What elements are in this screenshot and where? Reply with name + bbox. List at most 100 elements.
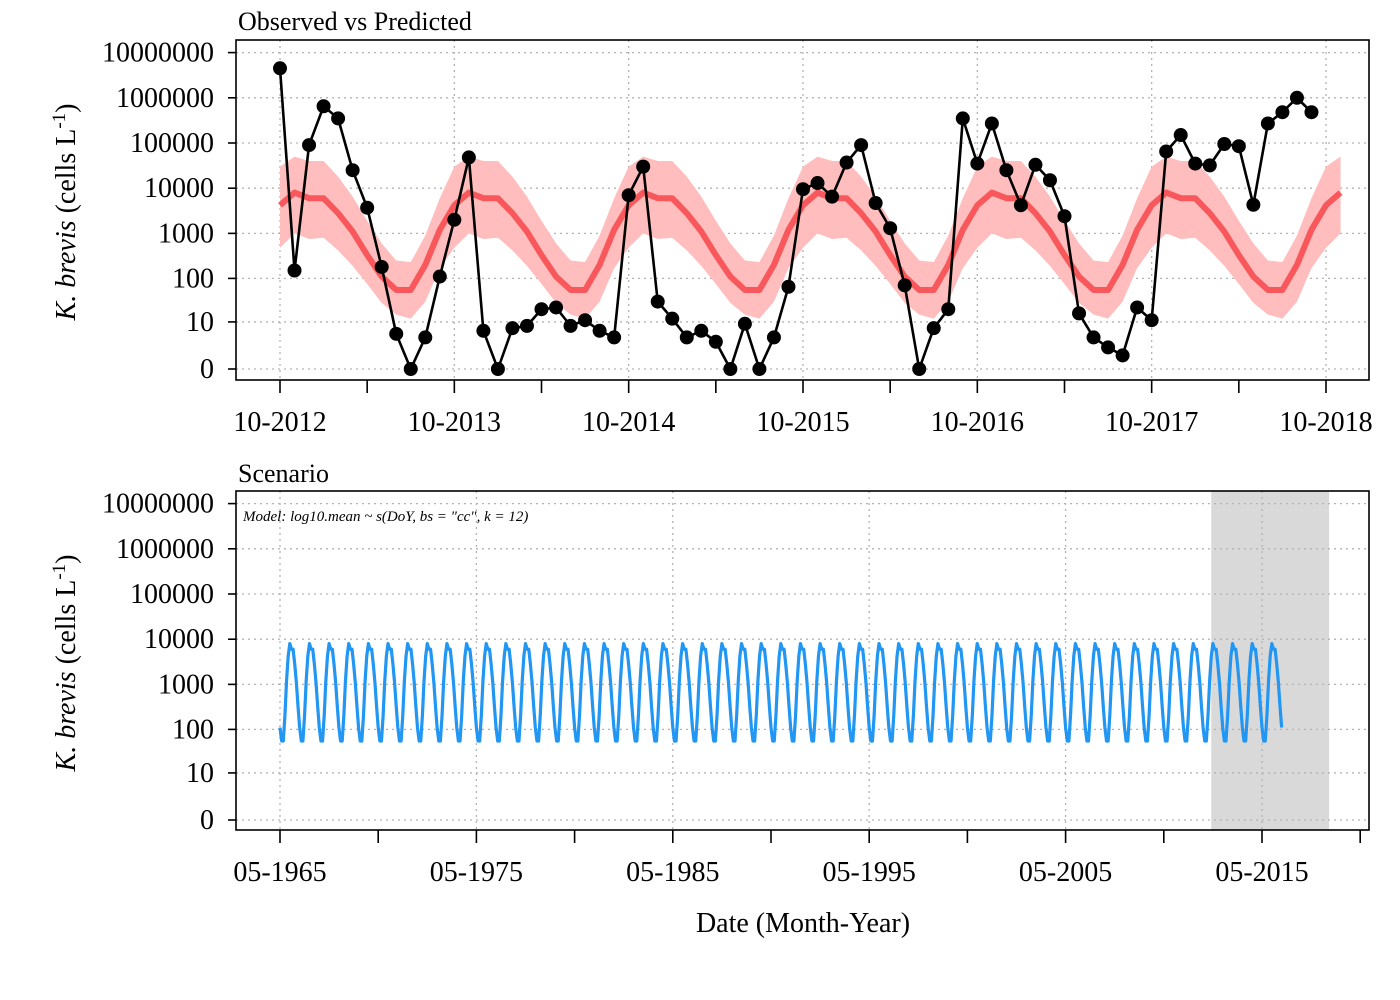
x-tick-label: 10-2015 bbox=[756, 407, 849, 438]
y-tick-label: 1000000 bbox=[116, 534, 214, 565]
observed-point bbox=[1260, 116, 1275, 131]
observed-point bbox=[302, 138, 317, 153]
observed-point bbox=[723, 362, 738, 376]
panel-title-top: Observed vs Predicted bbox=[238, 7, 472, 36]
observed-point bbox=[316, 99, 331, 114]
observed-point bbox=[418, 330, 433, 345]
observed-point bbox=[607, 330, 622, 345]
x-axis-top: 10-2012 10-2013 10-2014 10-2015 10-2016 10-20… bbox=[233, 380, 1373, 438]
x-tick-label: 05-1995 bbox=[823, 857, 916, 888]
y-tick-label: 1000000 bbox=[116, 83, 214, 114]
observed-point bbox=[287, 263, 302, 278]
observed-point bbox=[1275, 105, 1290, 120]
observed-point bbox=[490, 362, 505, 376]
y-tick-label: 10 bbox=[186, 758, 214, 789]
observed-point bbox=[1231, 139, 1246, 154]
observed-point bbox=[592, 323, 607, 338]
observed-point bbox=[1042, 173, 1057, 188]
panel-title-bottom: Scenario bbox=[238, 459, 329, 488]
y-axis-title-bottom-text: (cells L bbox=[51, 580, 82, 672]
y-axis-title-bottom-close: ) bbox=[51, 555, 82, 564]
y-axis-title-top-text: (cells L bbox=[51, 129, 82, 221]
observed-point bbox=[897, 278, 912, 293]
gridlines-bottom bbox=[236, 491, 1369, 830]
observed-point bbox=[650, 294, 665, 309]
x-tick-label: 05-2005 bbox=[1019, 857, 1112, 888]
observed-point bbox=[810, 176, 825, 191]
y-tick-label: 0 bbox=[200, 805, 214, 836]
observed-point bbox=[331, 111, 346, 126]
x-axis-bottom: 05-1965 05-1975 05-1985 05-1995 05-2005 05-20… bbox=[233, 830, 1361, 888]
observed-point bbox=[621, 188, 636, 203]
y-axis-bottom: 0 10 100 1000 10000 100000 1000000 10000000 bbox=[102, 489, 236, 836]
panel-scenario: Scenario Model: log10.mean ~ s(DoY, bs =… bbox=[49, 459, 1370, 939]
observed-point bbox=[578, 313, 593, 328]
y-tick-label: 100000 bbox=[130, 128, 214, 159]
observed-point bbox=[1217, 137, 1232, 152]
observed-point bbox=[1101, 340, 1116, 355]
y-tick-label: 10 bbox=[186, 307, 214, 338]
observed-point bbox=[1304, 105, 1319, 120]
y-axis-title-top: K. brevis (cells L-1) bbox=[49, 104, 83, 322]
observed-point bbox=[636, 159, 651, 174]
y-axis-title-top-sup: -1 bbox=[49, 113, 70, 129]
observed-point bbox=[403, 362, 418, 376]
y-axis-title-bottom: K. brevis (cells L-1) bbox=[49, 555, 83, 773]
observed-point bbox=[1188, 156, 1203, 171]
y-axis-title-top-italic: K. brevis bbox=[51, 220, 82, 321]
y-tick-label: 10000000 bbox=[102, 38, 214, 69]
x-tick-label: 05-1965 bbox=[233, 857, 326, 888]
observed-point bbox=[796, 182, 810, 197]
observed-point bbox=[825, 189, 840, 204]
observed-point bbox=[955, 111, 970, 126]
y-tick-label: 1000 bbox=[158, 669, 214, 700]
observed-point bbox=[999, 163, 1014, 178]
plot-frame-bottom bbox=[235, 490, 1370, 831]
observed-point bbox=[912, 362, 927, 376]
observed-point bbox=[447, 212, 462, 227]
observed-point bbox=[519, 318, 534, 333]
observed-points bbox=[273, 61, 1319, 376]
scenario-line bbox=[278, 641, 1284, 743]
observed-point bbox=[461, 150, 476, 165]
observed-point bbox=[389, 326, 404, 341]
observed-point bbox=[1289, 90, 1304, 105]
observed-point bbox=[1130, 300, 1145, 315]
panel-observed-vs-predicted: Observed vs Predicted 0 10 100 1000 10000 100… bbox=[49, 7, 1373, 438]
observed-point bbox=[868, 196, 883, 211]
observed-point bbox=[1072, 306, 1087, 321]
observed-point bbox=[694, 323, 709, 338]
observed-point bbox=[505, 321, 520, 336]
observed-point bbox=[766, 330, 781, 345]
y-tick-label: 10000 bbox=[144, 173, 214, 204]
observed-point bbox=[1144, 313, 1159, 328]
x-tick-label: 10-2017 bbox=[1105, 407, 1198, 438]
x-tick-label: 10-2016 bbox=[931, 407, 1024, 438]
y-tick-label: 10000000 bbox=[102, 489, 214, 520]
observed-point bbox=[752, 362, 767, 376]
observed-point bbox=[1115, 348, 1130, 363]
observed-point bbox=[1086, 330, 1101, 345]
observed-point bbox=[1246, 197, 1261, 212]
y-axis-top: 0 10 100 1000 10000 100000 1000000 10000000 bbox=[102, 38, 236, 385]
observed-point bbox=[476, 323, 491, 338]
x-tick-label: 05-2015 bbox=[1215, 857, 1308, 888]
observed-point bbox=[883, 221, 898, 236]
observed-point bbox=[534, 302, 549, 317]
y-tick-label: 100000 bbox=[130, 579, 214, 610]
observed-point bbox=[854, 138, 869, 153]
observed-point bbox=[839, 155, 854, 170]
observed-point bbox=[970, 156, 985, 171]
observed-point bbox=[665, 311, 680, 326]
y-tick-label: 100 bbox=[172, 714, 214, 745]
observed-point bbox=[374, 259, 389, 274]
observed-point bbox=[563, 318, 578, 333]
y-tick-label: 10000 bbox=[144, 624, 214, 655]
observed-point bbox=[432, 269, 447, 284]
observed-point bbox=[360, 200, 375, 215]
y-tick-label: 1000 bbox=[158, 218, 214, 249]
x-axis-title: Date (Month-Year) bbox=[696, 908, 910, 939]
observed-point bbox=[549, 300, 564, 315]
observed-point bbox=[345, 163, 360, 178]
observed-point bbox=[941, 302, 956, 317]
